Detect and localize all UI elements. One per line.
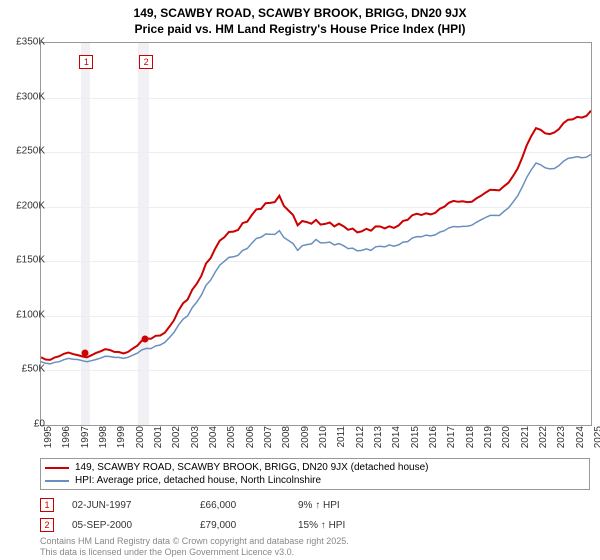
xtick-label: 2022	[538, 426, 549, 456]
legend-row: 149, SCAWBY ROAD, SCAWBY BROOK, BRIGG, D…	[41, 461, 589, 474]
chart-container: 149, SCAWBY ROAD, SCAWBY BROOK, BRIGG, D…	[0, 0, 600, 560]
xtick-label: 2025	[593, 426, 600, 456]
annotation-marker-1: 1	[40, 498, 54, 512]
chart-marker-1: 1	[79, 55, 93, 69]
xtick-label: 2020	[501, 426, 512, 456]
xtick-label: 2003	[190, 426, 201, 456]
xtick-label: 2011	[336, 426, 347, 456]
xtick-label: 2019	[483, 426, 494, 456]
ytick-label: £300K	[16, 91, 45, 102]
xtick-label: 2010	[318, 426, 329, 456]
ytick-label: £250K	[16, 146, 45, 157]
xtick-label: 2000	[135, 426, 146, 456]
xtick-label: 2021	[520, 426, 531, 456]
title-line-2: Price paid vs. HM Land Registry's House …	[0, 22, 600, 38]
xtick-label: 2023	[556, 426, 567, 456]
annotation-pct-1: 9% ↑ HPI	[298, 500, 340, 511]
legend-label: 149, SCAWBY ROAD, SCAWBY BROOK, BRIGG, D…	[75, 462, 428, 473]
ytick-label: £200K	[16, 200, 45, 211]
xtick-label: 2007	[263, 426, 274, 456]
ytick-label: £100K	[16, 309, 45, 320]
xtick-label: 2013	[373, 426, 384, 456]
line-series	[41, 43, 591, 425]
xtick-label: 2024	[575, 426, 586, 456]
plot-area: 12	[40, 42, 592, 426]
ytick-label: £150K	[16, 255, 45, 266]
xtick-label: 2004	[208, 426, 219, 456]
legend-swatch	[45, 467, 69, 469]
chart-title: 149, SCAWBY ROAD, SCAWBY BROOK, BRIGG, D…	[0, 0, 600, 37]
footer-line-2: This data is licensed under the Open Gov…	[40, 547, 349, 558]
chart-marker-2: 2	[139, 55, 153, 69]
xtick-label: 1998	[98, 426, 109, 456]
annotation-date-1: 02-JUN-1997	[72, 500, 182, 511]
xtick-label: 1999	[116, 426, 127, 456]
xtick-label: 2001	[153, 426, 164, 456]
annotation-row-2: 2 05-SEP-2000 £79,000 15% ↑ HPI	[40, 518, 345, 532]
annotation-row-1: 1 02-JUN-1997 £66,000 9% ↑ HPI	[40, 498, 340, 512]
annotation-date-2: 05-SEP-2000	[72, 520, 182, 531]
xtick-label: 2016	[428, 426, 439, 456]
ytick-label: £50K	[22, 364, 45, 375]
legend: 149, SCAWBY ROAD, SCAWBY BROOK, BRIGG, D…	[40, 458, 590, 490]
legend-row: HPI: Average price, detached house, Nort…	[41, 474, 589, 487]
xtick-label: 2002	[171, 426, 182, 456]
xtick-label: 1996	[61, 426, 72, 456]
xtick-label: 2017	[446, 426, 457, 456]
annotation-price-2: £79,000	[200, 520, 280, 531]
footer-attribution: Contains HM Land Registry data © Crown c…	[40, 536, 349, 558]
footer-line-1: Contains HM Land Registry data © Crown c…	[40, 536, 349, 547]
xtick-label: 2009	[300, 426, 311, 456]
xtick-label: 2015	[410, 426, 421, 456]
xtick-label: 2005	[226, 426, 237, 456]
ytick-label: £350K	[16, 37, 45, 48]
xtick-label: 1995	[43, 426, 54, 456]
xtick-label: 2008	[281, 426, 292, 456]
annotation-pct-2: 15% ↑ HPI	[298, 520, 345, 531]
xtick-label: 2014	[391, 426, 402, 456]
annotation-price-1: £66,000	[200, 500, 280, 511]
legend-swatch	[45, 480, 69, 482]
xtick-label: 2012	[355, 426, 366, 456]
annotation-marker-2: 2	[40, 518, 54, 532]
xtick-label: 2018	[465, 426, 476, 456]
title-line-1: 149, SCAWBY ROAD, SCAWBY BROOK, BRIGG, D…	[0, 6, 600, 22]
xtick-label: 1997	[80, 426, 91, 456]
xtick-label: 2006	[245, 426, 256, 456]
legend-label: HPI: Average price, detached house, Nort…	[75, 475, 321, 486]
